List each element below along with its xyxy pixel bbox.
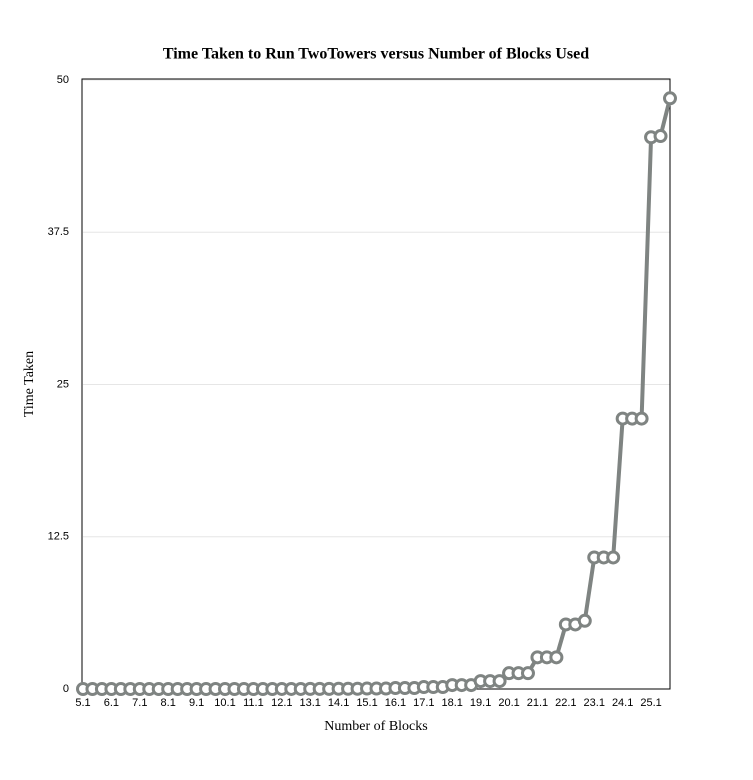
marker — [549, 650, 564, 665]
x-tick-label: 13.1 — [300, 697, 321, 709]
marker — [663, 91, 677, 106]
x-tick-label: 10.1 — [214, 697, 235, 709]
x-tick-label: 15.1 — [356, 697, 377, 709]
x-tick-label: 24.1 — [612, 697, 633, 709]
x-tick-label: 11.1 — [243, 697, 264, 709]
x-tick-label: 9.1 — [189, 697, 204, 709]
chart-title: Time Taken to Run TwoTowers versus Numbe… — [163, 46, 589, 63]
x-tick-label: 21.1 — [527, 697, 548, 709]
x-tick-label: 8.1 — [161, 697, 176, 709]
x-tick-label: 19.1 — [470, 697, 491, 709]
x-tick-label: 18.1 — [442, 697, 463, 709]
y-tick-label: 0 — [63, 683, 69, 695]
x-tick-label: 16.1 — [385, 697, 406, 709]
y-tick-label: 37.5 — [48, 226, 69, 238]
x-tick-label: 6.1 — [104, 697, 119, 709]
x-tick-label: 17.1 — [413, 697, 434, 709]
x-tick-label: 12.1 — [271, 697, 292, 709]
x-tick-label: 14.1 — [328, 697, 349, 709]
x-tick-label: 7.1 — [132, 697, 147, 709]
x-tick-label: 5.1 — [75, 697, 90, 709]
marker — [634, 411, 649, 426]
x-tick-label: 25.1 — [640, 697, 661, 709]
x-tick-label: 20.1 — [498, 697, 519, 709]
marker — [520, 666, 535, 681]
y-tick-label: 25 — [57, 378, 69, 390]
marker — [653, 129, 668, 144]
x-axis-label: Number of Blocks — [324, 719, 427, 734]
y-tick-label: 50 — [57, 74, 69, 86]
marker — [492, 674, 507, 689]
marker — [577, 613, 592, 628]
x-tick-label: 23.1 — [584, 697, 605, 709]
y-axis-label: Time Taken — [22, 351, 37, 417]
marker — [606, 550, 621, 565]
y-tick-label: 12.5 — [48, 531, 69, 543]
x-tick-label: 22.1 — [555, 697, 576, 709]
